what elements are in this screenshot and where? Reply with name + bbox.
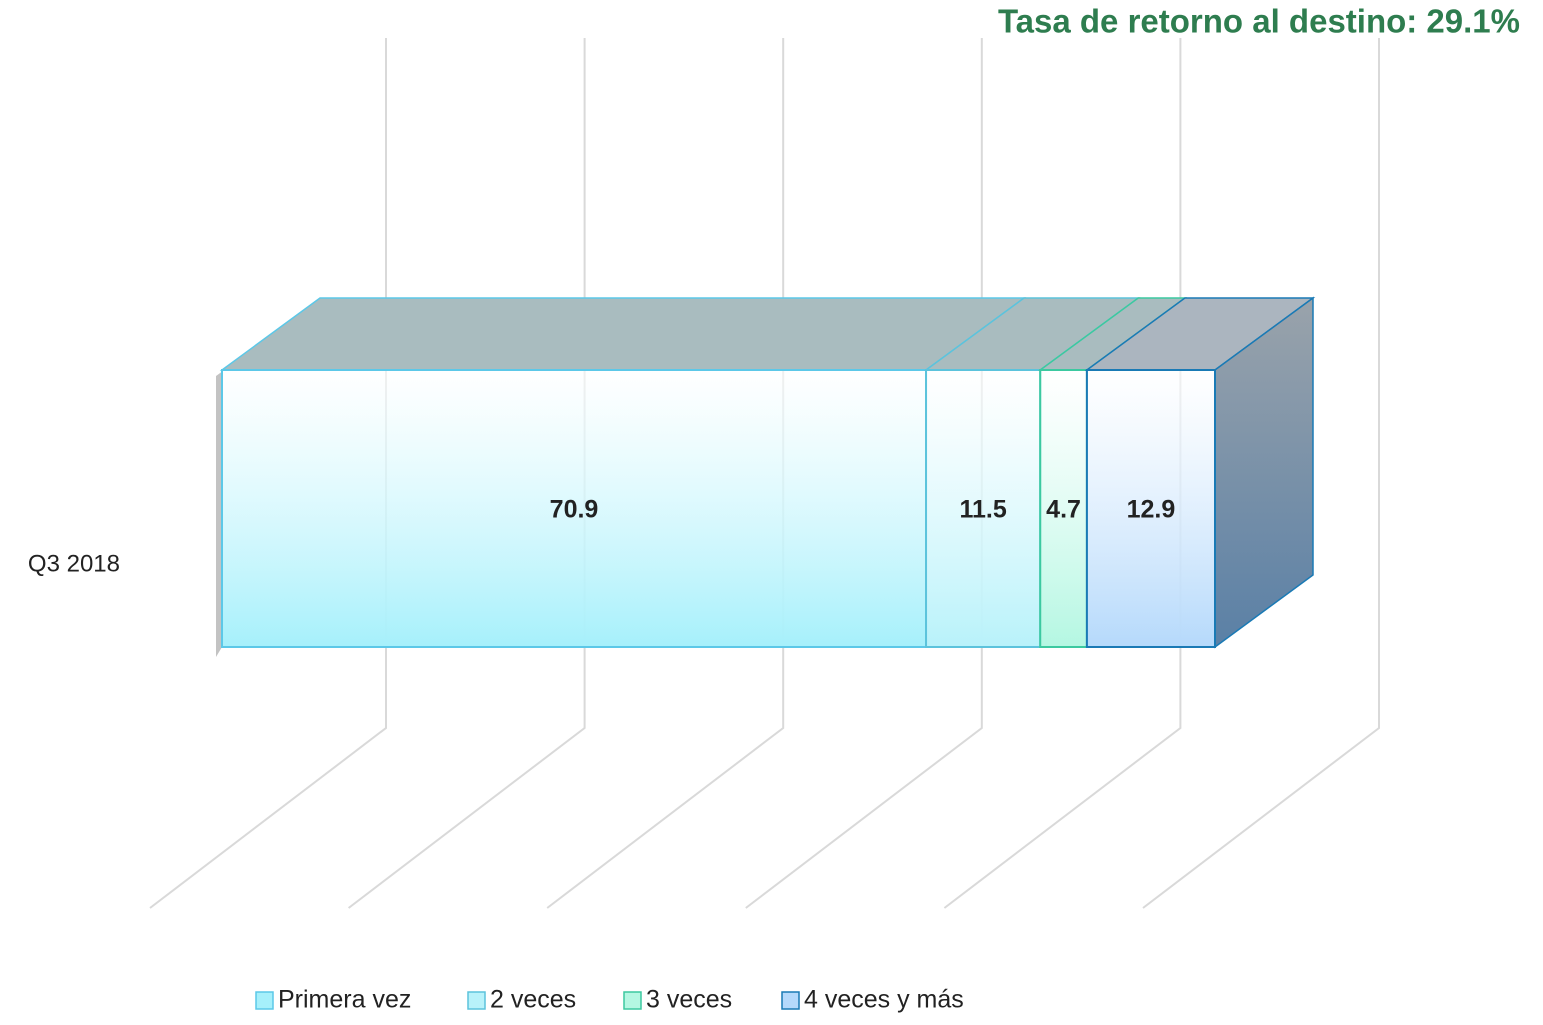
- legend-label: 3 veces: [646, 986, 732, 1014]
- bar: [925, 369, 1042, 648]
- grid-line: [546, 38, 785, 909]
- legend-swatch: [781, 991, 800, 1010]
- data-label: 70.9: [550, 496, 599, 524]
- grid-line: [149, 38, 387, 909]
- grid-line: [745, 38, 983, 909]
- legend-label: 4 veces y más: [804, 986, 964, 1014]
- legend-swatch: [255, 991, 274, 1010]
- legend-label: Primera vez: [278, 986, 411, 1014]
- bar: [1085, 369, 1216, 648]
- legend-label: 2 veces: [490, 986, 576, 1014]
- legend-swatch: [623, 991, 642, 1010]
- legend-swatch: [467, 991, 486, 1010]
- chart-title: Tasa de retorno al destino: 29.1%: [998, 3, 1520, 40]
- grid-line: [943, 38, 1182, 909]
- y-tick-label: Q3 2018: [28, 550, 120, 577]
- bar: [221, 369, 928, 648]
- bar: [1039, 369, 1088, 648]
- grid-line: [1142, 38, 1380, 909]
- bar-top: [219, 297, 1027, 371]
- data-label: 12.9: [1127, 496, 1176, 524]
- data-label: 11.5: [959, 496, 1006, 524]
- grid-line: [347, 38, 586, 909]
- data-label: 4.7: [1046, 496, 1081, 524]
